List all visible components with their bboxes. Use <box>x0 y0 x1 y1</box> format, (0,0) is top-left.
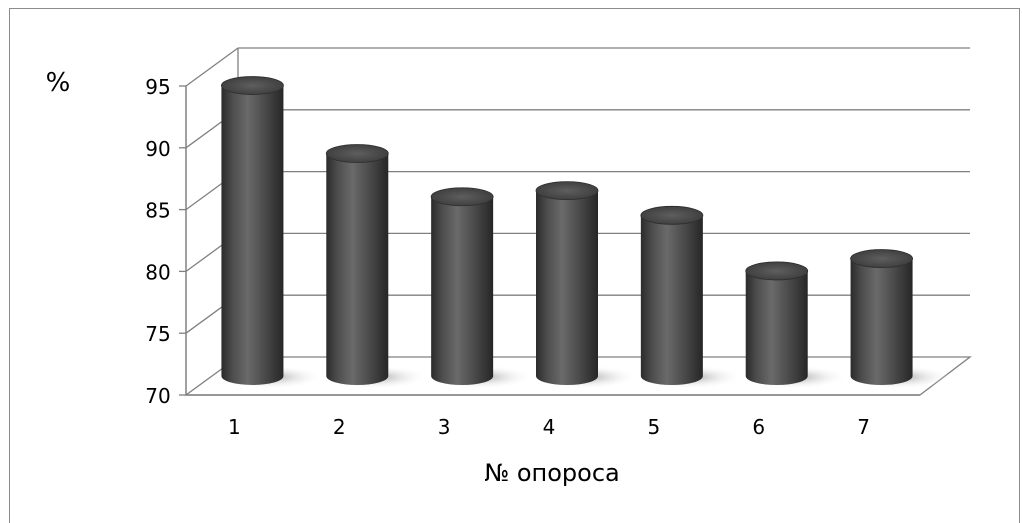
y-tick-label: 90 <box>145 137 170 161</box>
x-tick-label: 2 <box>333 415 346 439</box>
bar-body <box>221 85 284 385</box>
bar-body <box>745 270 808 385</box>
y-tick-label: 70 <box>145 384 170 408</box>
x-tick-label: 7 <box>857 415 870 439</box>
bar <box>322 144 429 389</box>
bar <box>217 76 324 389</box>
x-tick-label: 3 <box>438 415 451 439</box>
bar-body <box>536 190 598 385</box>
bar-top <box>430 187 494 207</box>
bar-top <box>325 144 389 163</box>
bar-body <box>850 258 913 385</box>
bar-body <box>431 196 494 385</box>
chart-frame <box>9 8 1020 523</box>
bar-top <box>535 181 599 201</box>
y-tick-label: 85 <box>145 199 170 223</box>
bar-body <box>326 153 389 385</box>
y-axis-label: % <box>46 68 71 98</box>
y-tick-label: 75 <box>145 322 170 346</box>
bar <box>636 205 743 389</box>
x-tick-label: 1 <box>228 415 241 439</box>
bar-top <box>640 205 704 225</box>
gridline-side <box>185 47 239 87</box>
bar-top <box>745 261 809 281</box>
y-tick-label: 95 <box>145 75 170 99</box>
x-tick-label: 5 <box>647 415 660 439</box>
x-tick-label: 4 <box>543 415 556 439</box>
x-tick-label: 6 <box>752 415 765 439</box>
bar <box>532 181 638 389</box>
bar-top <box>221 76 284 95</box>
bar <box>427 187 534 389</box>
bar <box>741 261 848 389</box>
bar-body <box>640 215 703 385</box>
x-axis-label: № опороса <box>484 459 619 487</box>
bar-top <box>850 249 913 268</box>
y-tick-label: 80 <box>145 260 170 284</box>
bar <box>846 249 953 389</box>
